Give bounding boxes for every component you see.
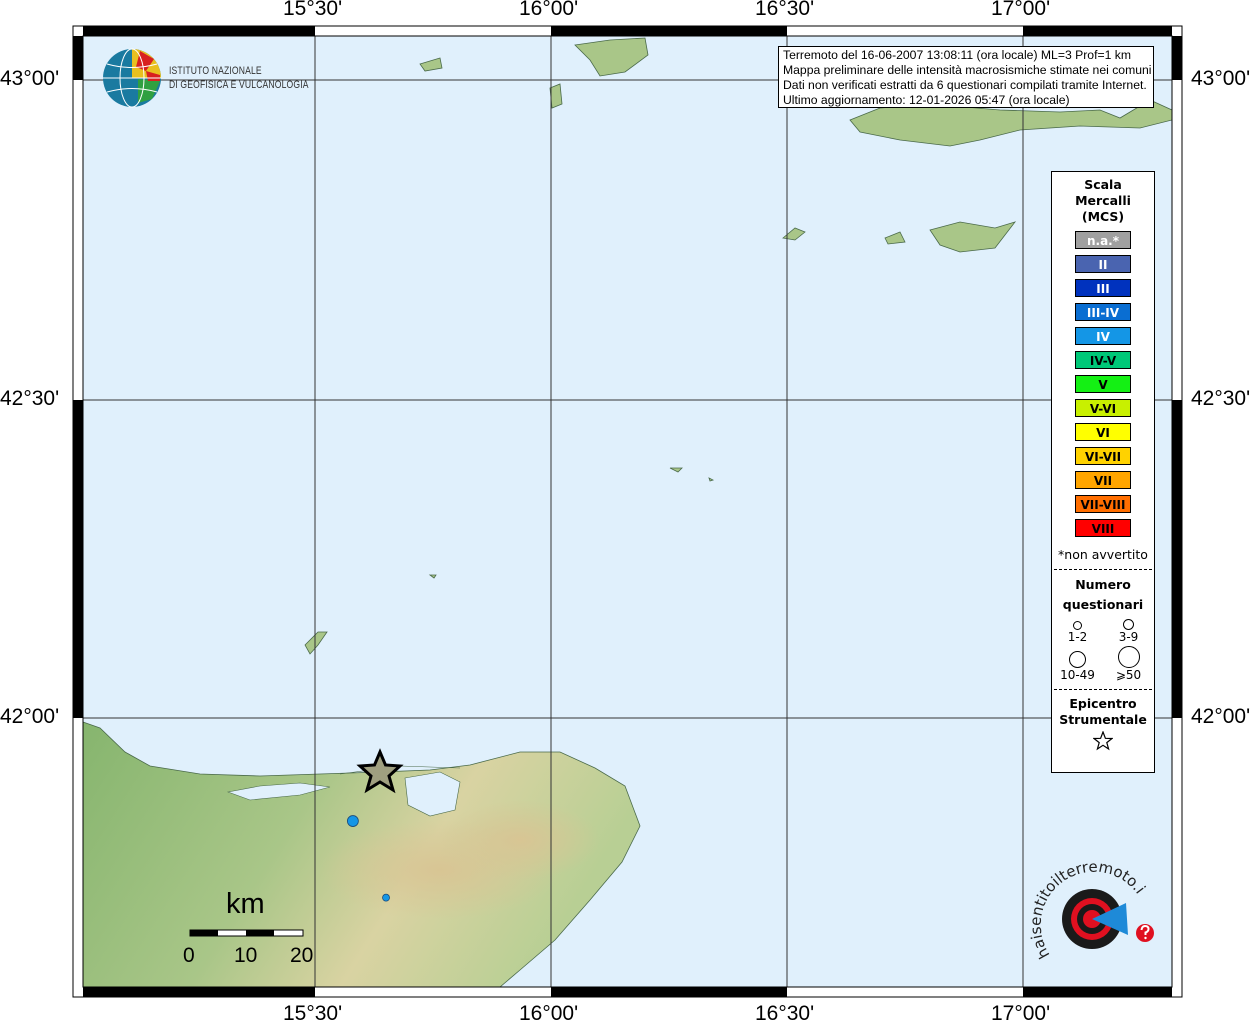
divider: [1054, 689, 1152, 690]
scale-label: 0: [183, 944, 195, 967]
lon-tick: 17°00': [991, 0, 1051, 20]
intensity-swatch: VIII: [1075, 519, 1131, 537]
epicenter-title-line: Strumentale: [1059, 712, 1147, 727]
intensity-swatch: IV-V: [1075, 351, 1131, 369]
intensity-swatch: VI: [1075, 423, 1131, 441]
lon-tick: 16°00': [519, 0, 579, 20]
island-bisevo: [419, 57, 443, 72]
legend-title-line: Mercalli: [1075, 193, 1131, 208]
intensity-swatch: n.a.*: [1075, 231, 1131, 249]
lat-tick: 42°30': [0, 387, 60, 410]
legend-title-line: Scala: [1084, 177, 1122, 192]
island-pianosa: [428, 574, 437, 579]
intensity-swatch: IV: [1075, 327, 1131, 345]
questionnaire-size-legend: 1-2 3-9 10-49 ⩾50: [1052, 619, 1154, 682]
intensity-swatch: III-IV: [1075, 303, 1131, 321]
count-label: 3-9: [1118, 630, 1139, 644]
intensity-point[interactable]: [382, 893, 390, 902]
intensity-swatch: VI-VII: [1075, 447, 1131, 465]
lon-tick: 15°30': [283, 1002, 343, 1025]
lat-tick: 42°00': [0, 705, 60, 728]
intensity-swatch: V: [1075, 375, 1131, 393]
intensity-swatch: III: [1075, 279, 1131, 297]
intensity-swatch: II: [1075, 255, 1131, 273]
lon-tick: 16°30': [755, 1002, 815, 1025]
epicenter-star[interactable]: [356, 748, 404, 794]
lon-tick: 17°00': [991, 1002, 1051, 1025]
island-pelagosa: [669, 467, 715, 482]
ingv-line2: DI GEOFISICA E VULCANOLOGIA: [169, 79, 309, 91]
legend-panel: Scala Mercalli (MCS) n.a.* II III III-IV IV I…: [1051, 171, 1155, 773]
count-label: 1-2: [1067, 630, 1088, 644]
lat-tick: 43°00': [0, 67, 60, 90]
land-croatia: [849, 36, 1173, 147]
intensity-scale: n.a.* II III III-IV IV IV-V V V-VI VI VI-VII VII VI…: [1052, 231, 1154, 537]
legend-title-line: (MCS): [1081, 209, 1125, 224]
count-label: ⩾50: [1115, 668, 1142, 682]
info-line: Dati non verificati estratti da 6 questi…: [783, 78, 1147, 92]
question-badge-icon: [1136, 924, 1154, 942]
intensity-point[interactable]: [346, 815, 359, 827]
count-title-line: Numero: [1075, 577, 1131, 592]
lon-tick: 16°30': [755, 0, 815, 20]
scale-label: 20: [290, 944, 314, 967]
island-palagruza: [782, 227, 806, 241]
lat-tick: 43°00': [1191, 67, 1251, 90]
ingv-line1: ISTITUTO NAZIONALE: [169, 65, 262, 77]
intensity-swatch: V-VI: [1075, 399, 1131, 417]
count-label: 10-49: [1060, 668, 1095, 682]
divider: [1054, 569, 1152, 570]
island-tremiti: [304, 631, 328, 655]
island-vis: [574, 37, 649, 77]
scale-bar: [189, 929, 304, 937]
info-line: Terremoto del 16-06-2007 13:08:11 (ora l…: [783, 48, 1131, 62]
intensity-swatch: VII-VIII: [1075, 495, 1131, 513]
intensity-swatch: VII: [1075, 471, 1131, 489]
map-frame: [72, 25, 1183, 998]
lake-lesina: [226, 782, 331, 801]
star-icon: [1092, 730, 1114, 751]
event-info-box: Terremoto del 16-06-2007 13:08:11 (ora l…: [778, 46, 1154, 108]
scale-label: 10: [234, 944, 258, 967]
epicenter-title-line: Epicentro: [1069, 696, 1137, 711]
legend-note: *non avvertito: [1058, 547, 1148, 562]
legend-title: Scala Mercalli (MCS): [1052, 177, 1154, 225]
ingv-logo-text: ISTITUTO NAZIONALE DI GEOFISICA E VULCAN…: [169, 64, 309, 92]
info-line: Ultimo aggiornamento: 12-01-2026 05:47 (…: [783, 93, 1070, 107]
ingv-globe-logo: [103, 48, 161, 108]
lake-varano: [404, 771, 461, 817]
haisentito-logo: haisentitoilterremoto.it: [1030, 855, 1154, 962]
island-lastovo: [929, 221, 1017, 253]
scale-unit: km: [226, 888, 265, 920]
lon-tick: 15°30': [283, 0, 343, 20]
island-svetac: [549, 83, 563, 109]
lon-tick: 16°00': [519, 1002, 579, 1025]
island-susak: [884, 231, 906, 245]
lat-tick: 42°30': [1191, 387, 1251, 410]
info-line: Mappa preliminare delle intensità macros…: [783, 63, 1152, 77]
lat-tick: 42°00': [1191, 705, 1251, 728]
count-title-line: questionari: [1062, 597, 1144, 612]
